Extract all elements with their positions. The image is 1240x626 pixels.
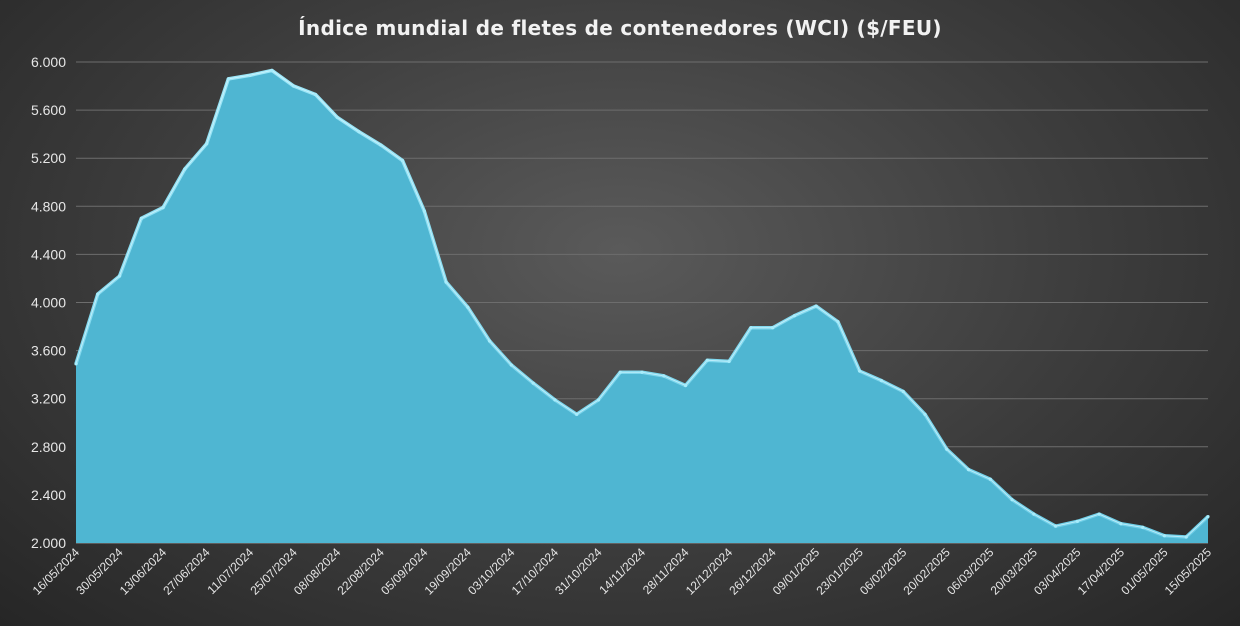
y-tick-label: 5.600 <box>31 102 66 118</box>
y-tick-label: 6.000 <box>31 54 66 70</box>
chart-title: Índice mundial de fletes de contenedores… <box>298 16 942 40</box>
data-point <box>161 205 165 210</box>
x-tick-label: 15/05/2025 <box>1162 545 1215 598</box>
data-point <box>313 92 318 97</box>
data-point <box>226 77 230 81</box>
data-point <box>183 167 187 171</box>
data-point <box>1162 534 1167 538</box>
data-point <box>96 292 100 296</box>
data-point <box>509 363 513 367</box>
y-tick-label: 2.400 <box>31 487 66 503</box>
data-point <box>117 274 122 278</box>
data-point <box>945 447 949 451</box>
data-point <box>1141 525 1145 529</box>
data-point <box>575 412 579 416</box>
y-tick-label: 2.800 <box>31 439 66 455</box>
data-point <box>400 159 405 163</box>
x-axis: 16/05/202430/05/202413/06/202427/06/2024… <box>30 545 1215 598</box>
data-point <box>1097 512 1101 516</box>
x-tick-label: 14/11/2024 <box>596 545 648 597</box>
x-tick-label: 31/10/2024 <box>552 545 605 598</box>
data-point <box>988 477 992 481</box>
data-point <box>1119 522 1123 526</box>
data-point <box>596 398 601 402</box>
data-point <box>814 304 818 308</box>
data-point <box>792 314 796 318</box>
y-tick-label: 4.400 <box>31 246 66 262</box>
data-point <box>858 369 862 373</box>
data-point <box>1032 512 1036 516</box>
data-point <box>879 379 884 383</box>
data-point <box>683 383 688 388</box>
y-tick-label: 4.000 <box>31 295 66 311</box>
data-point <box>640 370 644 374</box>
data-point <box>705 358 709 362</box>
data-point <box>923 412 927 416</box>
data-point <box>379 143 383 147</box>
data-point <box>1184 535 1188 539</box>
data-point <box>618 370 622 374</box>
data-point <box>205 142 209 146</box>
data-point <box>553 398 557 402</box>
area-fill <box>76 70 1208 544</box>
data-point <box>1010 498 1014 502</box>
data-point <box>531 381 535 385</box>
data-point <box>662 374 666 378</box>
data-point <box>749 326 753 330</box>
data-point <box>335 115 339 119</box>
y-axis: 2.000 2.400 2.800 3.200 3.600 4.000 4.400 4.800… <box>31 54 66 551</box>
data-point <box>1054 524 1058 528</box>
data-point <box>292 84 296 88</box>
data-point <box>139 216 143 220</box>
data-point <box>270 68 274 73</box>
data-point <box>422 209 426 213</box>
data-point <box>727 359 731 364</box>
data-point <box>466 305 470 309</box>
data-point <box>771 326 775 330</box>
data-point <box>488 339 492 343</box>
y-tick-label: 3.600 <box>31 343 66 359</box>
y-tick-label: 3.200 <box>31 391 66 407</box>
y-tick-label: 5.200 <box>31 150 66 166</box>
data-point <box>444 280 448 284</box>
data-point <box>1075 519 1079 523</box>
area-series <box>74 68 1210 544</box>
y-tick-label: 4.800 <box>31 198 66 214</box>
y-tick-label: 2.000 <box>31 535 66 551</box>
data-point <box>966 468 971 472</box>
data-point <box>901 389 905 394</box>
x-tick-label: 27/06/2024 <box>160 545 213 598</box>
data-point <box>74 362 78 366</box>
data-point <box>357 130 361 134</box>
data-point <box>1206 514 1210 519</box>
data-point <box>248 73 252 77</box>
data-point <box>836 320 840 324</box>
